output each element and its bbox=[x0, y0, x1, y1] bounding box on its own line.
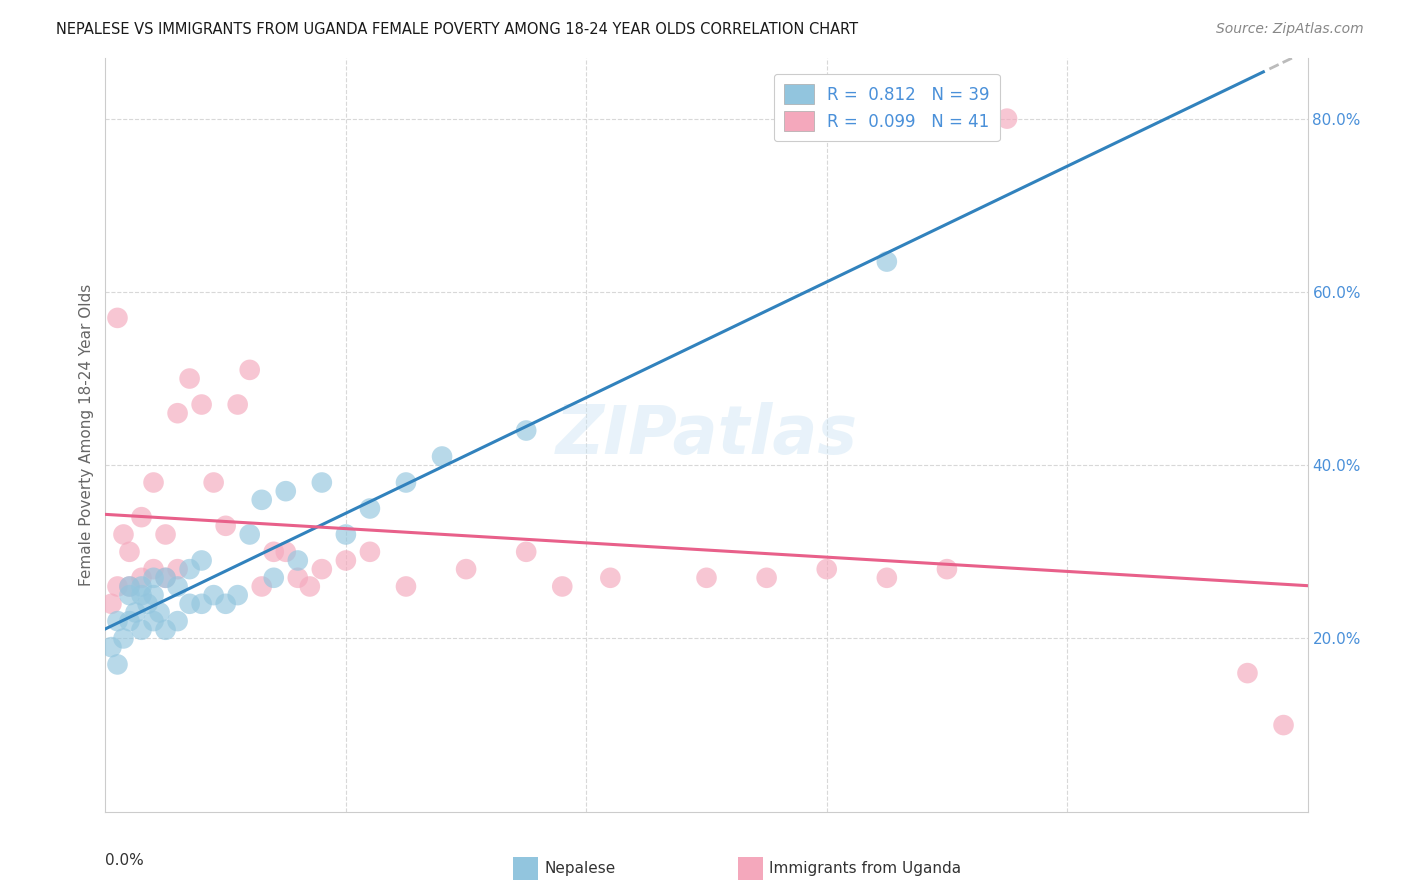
Point bbox=[226, 398, 249, 412]
Point bbox=[190, 597, 212, 611]
Point bbox=[166, 562, 188, 576]
Point bbox=[107, 579, 129, 593]
Point bbox=[239, 363, 262, 377]
Y-axis label: Female Poverty Among 18-24 Year Olds: Female Poverty Among 18-24 Year Olds bbox=[79, 284, 94, 586]
Point bbox=[936, 562, 959, 576]
Point bbox=[551, 579, 574, 593]
Point bbox=[214, 518, 236, 533]
Text: ZIPatlas: ZIPatlas bbox=[555, 402, 858, 467]
Point bbox=[131, 510, 153, 524]
Point bbox=[107, 657, 129, 672]
Point bbox=[112, 527, 135, 541]
Point bbox=[202, 588, 225, 602]
Point bbox=[179, 597, 201, 611]
Point bbox=[166, 579, 188, 593]
Point bbox=[131, 571, 153, 585]
Point bbox=[118, 579, 141, 593]
Point bbox=[1272, 718, 1295, 732]
Point bbox=[311, 562, 333, 576]
Point bbox=[142, 614, 165, 628]
Text: NEPALESE VS IMMIGRANTS FROM UGANDA FEMALE POVERTY AMONG 18-24 YEAR OLDS CORRELAT: NEPALESE VS IMMIGRANTS FROM UGANDA FEMAL… bbox=[56, 22, 859, 37]
Point bbox=[142, 562, 165, 576]
Point bbox=[515, 545, 537, 559]
Text: Nepalese: Nepalese bbox=[544, 862, 616, 876]
Point bbox=[995, 112, 1018, 126]
Point bbox=[287, 553, 309, 567]
Point bbox=[112, 632, 135, 646]
Point bbox=[876, 571, 898, 585]
Point bbox=[155, 571, 177, 585]
Point bbox=[118, 579, 141, 593]
Point bbox=[190, 398, 212, 412]
Point bbox=[395, 579, 418, 593]
Point bbox=[155, 527, 177, 541]
Point bbox=[395, 475, 418, 490]
Point bbox=[335, 553, 357, 567]
Point bbox=[142, 588, 165, 602]
Point bbox=[202, 475, 225, 490]
Point bbox=[155, 623, 177, 637]
Point bbox=[274, 545, 297, 559]
Point bbox=[454, 562, 477, 576]
Point bbox=[131, 579, 153, 593]
Point bbox=[131, 588, 153, 602]
Point bbox=[107, 310, 129, 325]
Point bbox=[166, 614, 188, 628]
Point bbox=[1236, 666, 1258, 681]
Point bbox=[599, 571, 621, 585]
Point bbox=[696, 571, 718, 585]
Point bbox=[142, 475, 165, 490]
Point bbox=[359, 545, 381, 559]
Point bbox=[100, 640, 122, 654]
Point bbox=[755, 571, 778, 585]
Point bbox=[263, 545, 285, 559]
Point bbox=[287, 571, 309, 585]
Point bbox=[263, 571, 285, 585]
Point bbox=[118, 588, 141, 602]
Text: 0.0%: 0.0% bbox=[105, 853, 145, 868]
Point bbox=[226, 588, 249, 602]
Point bbox=[311, 475, 333, 490]
Point bbox=[136, 597, 159, 611]
Point bbox=[107, 614, 129, 628]
Point bbox=[166, 406, 188, 420]
Point bbox=[515, 424, 537, 438]
Point bbox=[430, 450, 453, 464]
Point bbox=[148, 606, 170, 620]
Text: Immigrants from Uganda: Immigrants from Uganda bbox=[769, 862, 962, 876]
Point bbox=[124, 606, 146, 620]
Point bbox=[131, 623, 153, 637]
Point bbox=[214, 597, 236, 611]
Point bbox=[239, 527, 262, 541]
Point bbox=[298, 579, 321, 593]
Point bbox=[815, 562, 838, 576]
Point bbox=[190, 553, 212, 567]
Point bbox=[359, 501, 381, 516]
Text: Source: ZipAtlas.com: Source: ZipAtlas.com bbox=[1216, 22, 1364, 37]
Point bbox=[118, 614, 141, 628]
Point bbox=[142, 571, 165, 585]
Point bbox=[876, 254, 898, 268]
Point bbox=[274, 484, 297, 499]
Point bbox=[100, 597, 122, 611]
Point bbox=[155, 571, 177, 585]
Point bbox=[335, 527, 357, 541]
Point bbox=[179, 371, 201, 385]
Point bbox=[179, 562, 201, 576]
Legend: R =  0.812   N = 39, R =  0.099   N = 41: R = 0.812 N = 39, R = 0.099 N = 41 bbox=[773, 74, 1000, 141]
Point bbox=[250, 492, 273, 507]
Point bbox=[250, 579, 273, 593]
Point bbox=[118, 545, 141, 559]
